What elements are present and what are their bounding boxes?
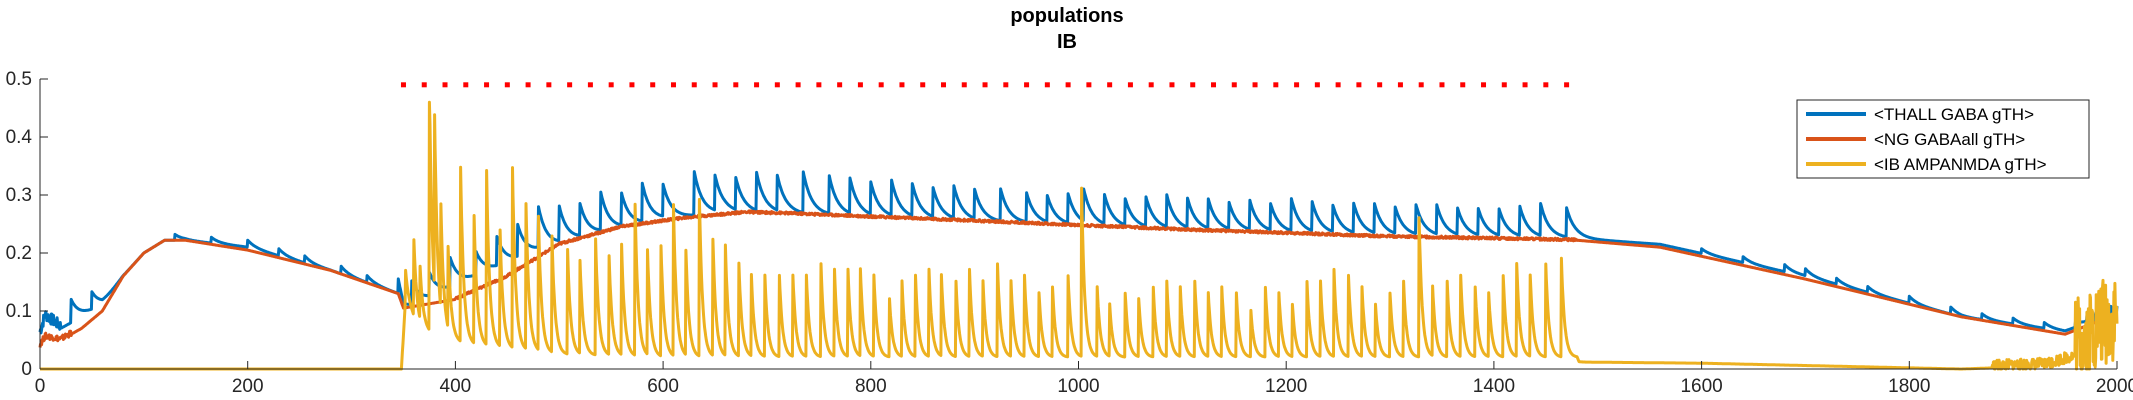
stimulus-marker-dot: [1190, 82, 1196, 88]
x-tick-label: 600: [647, 376, 679, 397]
stimulus-marker-dot: [795, 82, 801, 88]
stimulus-marker-dot: [546, 82, 552, 88]
stimulus-marker-dot: [1460, 82, 1466, 88]
stimulus-marker-dot: [1335, 82, 1341, 88]
stimulus-marker-dot: [940, 82, 946, 88]
stimulus-marker-dot: [1169, 82, 1175, 88]
stimulus-marker-dot: [1231, 82, 1237, 88]
stimulus-marker-dot: [920, 82, 926, 88]
stimulus-marker-dot: [691, 82, 697, 88]
stimulus-marker-dot: [1522, 82, 1528, 88]
stimulus-marker-dot: [629, 82, 635, 88]
chart-title-line-2: IB: [1057, 31, 1077, 53]
stimulus-marker-dot: [1439, 82, 1445, 88]
stimulus-marker-dot: [1543, 82, 1549, 88]
stimulus-marker-dot: [670, 82, 676, 88]
stimulus-marker-dot: [1377, 82, 1383, 88]
stimulus-marker-dot: [587, 82, 593, 88]
stimulus-marker-dot: [1065, 82, 1071, 88]
stimulus-marker-dot: [1003, 82, 1009, 88]
x-tick-label: 800: [855, 376, 887, 397]
stimulus-marker-dot: [837, 82, 843, 88]
stimulus-marker-dot: [463, 82, 469, 88]
chart-title-line-1: populations: [1010, 5, 1123, 27]
stimulus-marker: [400, 82, 1570, 88]
stimulus-marker-dot: [1397, 82, 1403, 88]
stimulus-marker-dot: [816, 82, 822, 88]
x-tick-label: 1000: [1057, 376, 1099, 397]
stimulus-marker-dot: [1294, 82, 1300, 88]
stimulus-marker-dot: [421, 82, 427, 88]
stimulus-marker-dot: [567, 82, 573, 88]
stimulus-marker-dot: [525, 82, 531, 88]
x-tick-label: 1800: [1888, 376, 1930, 397]
legend: <THALL GABA gTH> <NG GABAall gTH> <IB AM…: [1796, 99, 2090, 179]
stimulus-marker-dot: [1356, 82, 1362, 88]
stimulus-marker-dot: [1127, 82, 1133, 88]
y-tick-label: 0.4: [6, 127, 33, 148]
stimulus-marker-dot: [608, 82, 614, 88]
stimulus-marker-dot: [857, 82, 863, 88]
stimulus-marker-dot: [1481, 82, 1487, 88]
series-line-thall: [38, 170, 2119, 335]
stimulus-marker-dot: [1252, 82, 1258, 88]
y-tick-label: 0.5: [6, 69, 32, 90]
x-tick-label: 1200: [1265, 376, 1307, 397]
stimulus-marker-dot: [1148, 82, 1154, 88]
stimulus-marker-dot: [1044, 82, 1050, 88]
stimulus-marker-dot: [1024, 82, 1030, 88]
stimulus-marker-dot: [754, 82, 760, 88]
x-tick-label: 1600: [1680, 376, 1722, 397]
stimulus-marker-dot: [961, 82, 967, 88]
stimulus-marker-dot: [1314, 82, 1320, 88]
y-tick-label: 0.3: [6, 185, 32, 206]
stimulus-marker-dot: [1501, 82, 1507, 88]
x-tick-label: 0: [35, 376, 46, 397]
stimulus-marker-dot: [899, 82, 905, 88]
stimulus-marker-dot: [442, 82, 448, 88]
stimulus-marker-dot: [400, 82, 406, 88]
stimulus-marker-dot: [982, 82, 988, 88]
x-tick-label: 200: [232, 376, 264, 397]
y-tick-label: 0: [21, 359, 32, 380]
x-tick-label: 400: [440, 376, 472, 397]
y-tick-label: 0.1: [6, 301, 32, 322]
legend-label-thall: <THALL GABA gTH>: [1874, 105, 2034, 124]
stimulus-marker-dot: [1418, 82, 1424, 88]
legend-label-ng: <NG GABAall gTH>: [1874, 130, 2025, 149]
x-tick-label: 2000: [2096, 376, 2133, 397]
stimulus-marker-dot: [1273, 82, 1279, 88]
y-tick-label: 0.2: [6, 243, 32, 264]
stimulus-marker-dot: [1107, 82, 1113, 88]
stimulus-marker-dot: [712, 82, 718, 88]
stimulus-marker-dot: [733, 82, 739, 88]
legend-label-ib: <IB AMPANMDA gTH>: [1874, 155, 2047, 174]
series-line-ng: [38, 209, 2118, 348]
stimulus-marker-dot: [1564, 82, 1570, 88]
x-tick-label: 1400: [1473, 376, 1515, 397]
stimulus-marker-dot: [1086, 82, 1092, 88]
stimulus-marker-dot: [484, 82, 490, 88]
stimulus-marker-dot: [1211, 82, 1217, 88]
stimulus-marker-dot: [504, 82, 510, 88]
stimulus-marker-dot: [650, 82, 656, 88]
stimulus-marker-dot: [774, 82, 780, 88]
axes: 0 200 400 600 800 1000 1200 1400 1600 1800 2000 0 0.…: [6, 69, 2133, 397]
stimulus-marker-dot: [878, 82, 884, 88]
